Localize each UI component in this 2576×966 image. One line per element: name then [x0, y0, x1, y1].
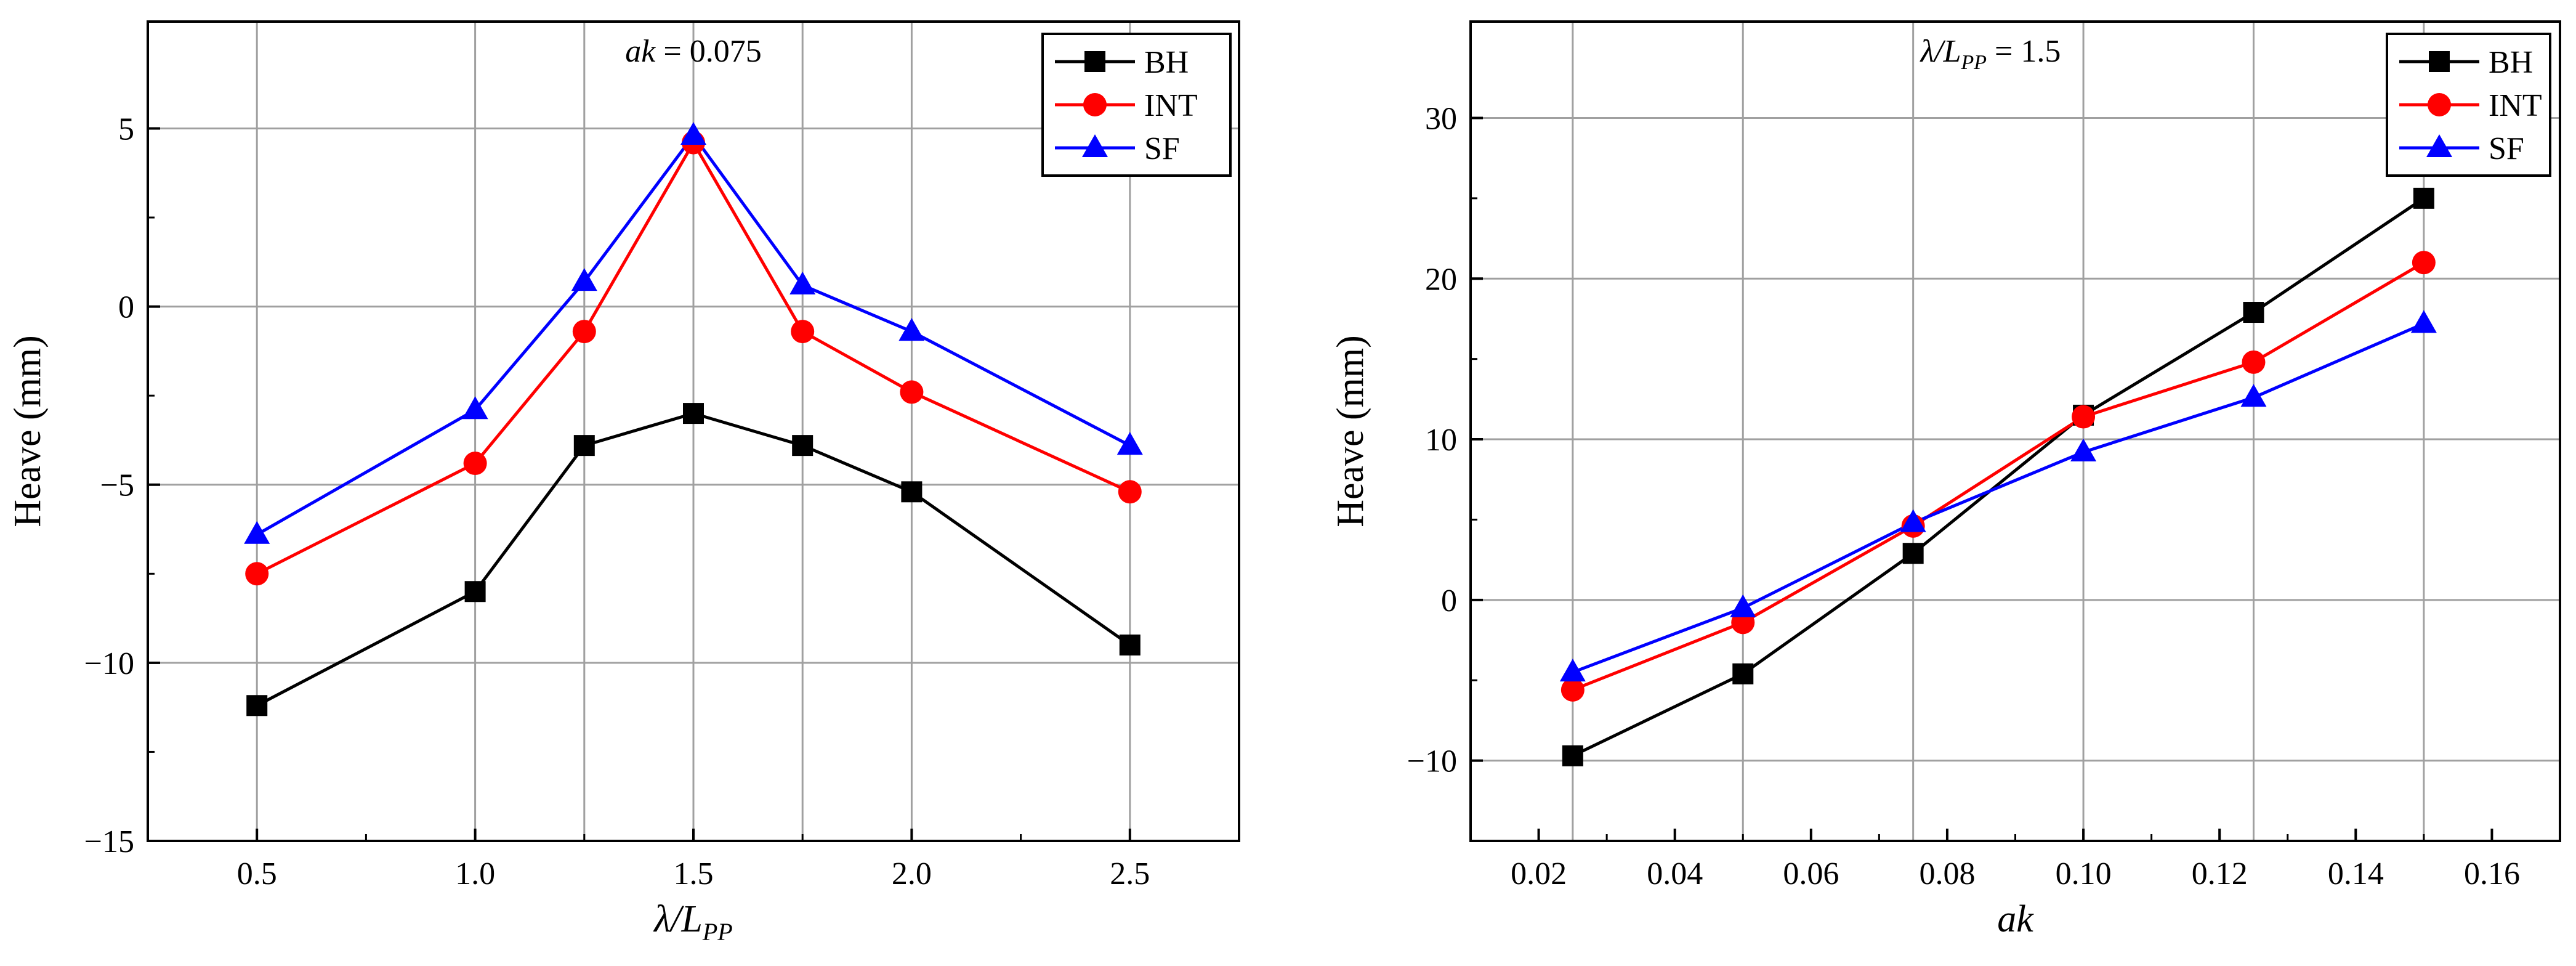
- x-axis-label: ak: [1997, 898, 2034, 940]
- x-tick-label: 0.02: [1511, 856, 1567, 891]
- x-tick-label: 0.5: [237, 856, 277, 891]
- x-tick-label: 1.5: [674, 856, 714, 891]
- x-tick-label: 0.14: [2328, 856, 2384, 891]
- data-point-sf: [2240, 384, 2267, 407]
- series-line-bh: [1572, 197, 2425, 758]
- data-point-int: [572, 320, 596, 344]
- series-line-sf: [1572, 322, 2425, 674]
- y-tick-label: 30: [1425, 101, 1457, 136]
- legend-marker-int: [1083, 93, 1107, 116]
- data-point-int: [2412, 251, 2436, 275]
- annotation-subscript: PP: [1961, 51, 1987, 74]
- x-axis-label: λ/LPP: [653, 898, 732, 946]
- data-point-sf: [571, 268, 597, 291]
- data-point-bh: [573, 435, 595, 457]
- data-point-bh: [1119, 634, 1141, 656]
- legend-marker-sf: [2426, 134, 2452, 157]
- series-line-int: [1572, 261, 2425, 692]
- data-point-int: [1118, 480, 1142, 504]
- annotation-symbol: ak: [625, 34, 656, 69]
- legend-marker-sf: [1082, 134, 1108, 157]
- data-point-bh: [2413, 187, 2434, 209]
- data-point-int: [900, 380, 924, 404]
- annotation: ak = 0.075: [625, 34, 761, 69]
- data-point-sf: [680, 122, 706, 145]
- y-tick-label: 10: [1425, 423, 1457, 458]
- data-point-bh: [1562, 745, 1583, 766]
- data-point-bh: [683, 403, 704, 424]
- data-point-int: [2242, 350, 2266, 374]
- data-point-sf: [2070, 438, 2097, 461]
- legend-label-bh: BH: [2489, 45, 2533, 80]
- data-point-int: [245, 562, 269, 586]
- chart-panel-2: 0.02 0.04 0.06 0.08 0.10 0.12 0.14 0.16 −10 0 10 20…: [1330, 20, 2561, 940]
- data-point-int: [791, 320, 815, 344]
- legend-marker-bh: [1084, 51, 1105, 72]
- y-tick-label: 5: [118, 112, 134, 147]
- data-point-sf: [789, 271, 816, 294]
- x-tick-label: 0.08: [1919, 856, 1975, 891]
- legend-label-int: INT: [1144, 88, 1198, 123]
- data-point-bh: [246, 695, 268, 716]
- data-point-sf: [244, 521, 270, 544]
- annotation-symbol: λ/L: [1920, 34, 1961, 69]
- legend-label-sf: SF: [2489, 131, 2524, 166]
- x-tick-label: 0.12: [2192, 856, 2248, 891]
- y-tick-label: −10: [1407, 744, 1457, 779]
- legend-marker-bh: [2429, 51, 2450, 72]
- data-point-int: [1561, 678, 1585, 702]
- data-point-bh: [1732, 663, 1754, 684]
- data-point-sf: [1116, 432, 1143, 455]
- data-point-bh: [464, 581, 486, 603]
- y-tick-label: −10: [84, 646, 134, 681]
- x-axis-label-main: ak: [1997, 898, 2034, 940]
- data-point-bh: [2243, 302, 2264, 323]
- data-point-sf: [1559, 659, 1586, 682]
- annotation-value: = 0.075: [655, 34, 761, 69]
- y-tick-label: 0: [118, 290, 134, 325]
- data-point-int: [2072, 405, 2096, 429]
- data-point-sf: [1730, 594, 1756, 617]
- x-tick-label: 0.10: [2056, 856, 2112, 891]
- data-point-int: [463, 452, 487, 476]
- legend-label-bh: BH: [1144, 45, 1189, 80]
- x-axis-label-main: λ/L: [653, 898, 703, 940]
- y-tick-label: −15: [84, 824, 134, 859]
- y-axis-label: Heave (mm): [7, 335, 49, 527]
- legend-marker-int: [2428, 93, 2451, 116]
- y-tick-label: 0: [1441, 583, 1457, 619]
- data-point-sf: [2410, 310, 2437, 333]
- y-axis-label: Heave (mm): [1330, 335, 1371, 527]
- data-point-sf: [898, 318, 925, 341]
- chart-panel-1: 0.5 1.0 1.5 2.0 2.5 −15 −10 −5 0 5 λ/LPP Heave (mm)…: [7, 20, 1240, 946]
- data-point-bh: [792, 435, 814, 457]
- legend-label-int: INT: [2489, 88, 2542, 123]
- x-tick-label: 0.16: [2464, 856, 2520, 891]
- data-point-sf: [1900, 509, 1926, 532]
- y-tick-label: 20: [1425, 262, 1457, 297]
- x-tick-label: 1.0: [455, 856, 495, 891]
- x-axis-label-subscript: PP: [702, 918, 733, 946]
- x-tick-label: 0.04: [1647, 856, 1703, 891]
- y-tick-label: −5: [100, 468, 134, 503]
- x-tick-label: 0.06: [1783, 856, 1839, 891]
- annotation: λ/LPP = 1.5: [1920, 34, 2061, 74]
- data-point-bh: [901, 481, 923, 503]
- legend: BH INT SF: [2386, 33, 2551, 177]
- legend-label-sf: SF: [1144, 131, 1180, 166]
- data-point-sf: [462, 396, 488, 420]
- x-tick-label: 2.5: [1110, 856, 1150, 891]
- data-point-bh: [1902, 543, 1924, 564]
- x-tick-label: 2.0: [892, 856, 932, 891]
- legend: BH INT SF: [1041, 33, 1232, 177]
- annotation-value: = 1.5: [1987, 34, 2061, 69]
